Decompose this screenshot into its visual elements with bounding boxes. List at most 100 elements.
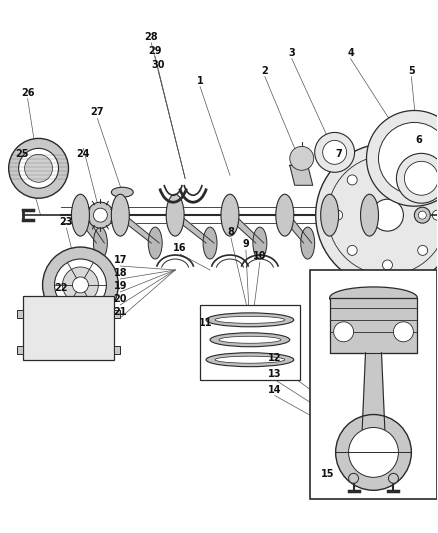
Circle shape [334,322,353,342]
Ellipse shape [206,313,294,327]
Ellipse shape [93,227,107,259]
Text: 22: 22 [54,283,67,293]
Text: 15: 15 [321,470,334,479]
Text: 13: 13 [268,369,282,378]
Circle shape [323,140,346,164]
Text: 16: 16 [173,243,187,253]
Polygon shape [75,215,104,243]
Text: 14: 14 [268,385,282,394]
Circle shape [378,123,438,194]
Circle shape [290,147,314,171]
Bar [114,346,120,354]
Bar [23,296,114,360]
Circle shape [404,161,438,195]
Circle shape [19,148,59,188]
Bar [114,310,120,318]
Ellipse shape [343,227,357,259]
Polygon shape [290,165,313,185]
Circle shape [382,260,392,270]
Text: 21: 21 [113,307,127,317]
Polygon shape [361,353,385,445]
Circle shape [25,155,53,182]
Ellipse shape [215,317,285,324]
Circle shape [382,160,392,171]
Circle shape [393,322,413,342]
Ellipse shape [210,333,290,347]
Text: 27: 27 [91,108,104,117]
Ellipse shape [111,187,133,197]
Circle shape [332,210,343,220]
Text: 12: 12 [268,353,282,363]
Polygon shape [225,215,264,243]
Text: 23: 23 [60,217,73,227]
Text: 24: 24 [77,149,90,159]
Circle shape [63,267,99,303]
Ellipse shape [276,194,294,236]
Text: 11: 11 [199,318,213,328]
Text: 3: 3 [288,47,295,58]
Circle shape [418,245,427,255]
Polygon shape [325,215,353,243]
Ellipse shape [71,194,89,236]
Circle shape [314,132,355,172]
Text: 5: 5 [408,66,415,76]
Circle shape [54,259,106,311]
Circle shape [367,110,438,206]
Circle shape [396,154,438,203]
Circle shape [349,427,399,478]
Bar [17,346,23,354]
Circle shape [93,208,107,222]
Text: 7: 7 [335,149,342,159]
Text: 17: 17 [113,255,127,265]
Text: 1: 1 [197,76,203,86]
Text: 10: 10 [253,251,267,261]
Ellipse shape [148,227,162,259]
Text: 6: 6 [415,135,422,146]
Circle shape [9,139,68,198]
Ellipse shape [221,194,239,236]
Text: 8: 8 [227,227,234,237]
Ellipse shape [111,194,129,236]
Circle shape [418,211,426,219]
Circle shape [414,207,430,223]
Circle shape [389,473,399,483]
Circle shape [316,143,438,287]
Ellipse shape [330,287,417,309]
Polygon shape [170,215,214,243]
Text: 20: 20 [113,294,127,304]
Text: 9: 9 [243,239,249,249]
Text: 28: 28 [145,32,158,42]
Ellipse shape [360,194,378,236]
Circle shape [72,277,88,293]
Text: 30: 30 [152,60,165,70]
Circle shape [42,247,118,323]
Ellipse shape [321,194,339,236]
Circle shape [88,202,113,228]
Circle shape [347,245,357,255]
Text: 2: 2 [261,66,268,76]
Ellipse shape [206,353,294,367]
Ellipse shape [301,227,314,259]
Text: 19: 19 [113,281,127,291]
Ellipse shape [219,336,281,343]
Circle shape [336,415,411,490]
Bar [310,270,437,499]
Bar [17,310,23,318]
Text: 26: 26 [21,87,34,98]
Ellipse shape [166,194,184,236]
Text: 4: 4 [347,47,354,58]
Text: 29: 29 [148,46,162,55]
Circle shape [347,175,357,185]
Circle shape [371,199,403,231]
Text: 25: 25 [15,149,28,159]
Ellipse shape [253,227,267,259]
Circle shape [432,210,438,220]
Circle shape [349,473,359,483]
Circle shape [418,175,427,185]
Polygon shape [115,215,159,243]
Ellipse shape [203,227,217,259]
Bar [330,298,417,353]
Text: 18: 18 [113,268,127,278]
Ellipse shape [215,356,285,363]
Circle shape [117,200,127,210]
